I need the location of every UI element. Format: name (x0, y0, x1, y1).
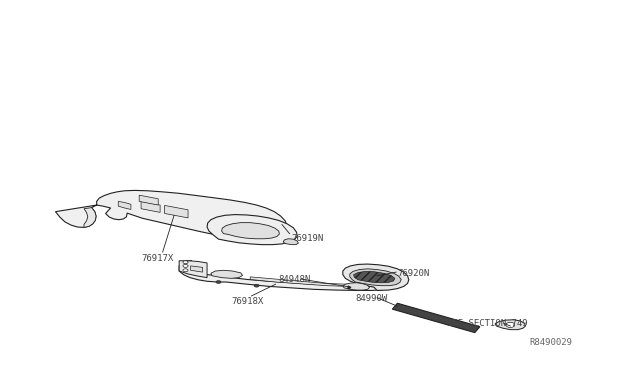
Polygon shape (284, 239, 298, 245)
Circle shape (216, 280, 221, 283)
Polygon shape (211, 270, 243, 278)
Text: 76919N: 76919N (291, 234, 324, 243)
Circle shape (183, 269, 188, 272)
Polygon shape (164, 205, 188, 218)
Polygon shape (495, 320, 525, 330)
Polygon shape (207, 215, 297, 245)
Circle shape (506, 322, 515, 327)
Circle shape (356, 288, 360, 291)
Polygon shape (354, 272, 395, 283)
Text: 76917X: 76917X (141, 254, 173, 263)
Polygon shape (118, 201, 131, 209)
Polygon shape (343, 264, 409, 291)
Polygon shape (191, 266, 203, 272)
Polygon shape (350, 269, 401, 286)
Polygon shape (392, 303, 480, 333)
Polygon shape (179, 261, 395, 291)
Circle shape (183, 261, 188, 264)
Circle shape (254, 284, 259, 287)
Polygon shape (141, 201, 160, 212)
Text: 76918X: 76918X (231, 297, 264, 306)
Circle shape (183, 264, 188, 267)
Text: 84990W: 84990W (355, 294, 387, 303)
Polygon shape (179, 261, 207, 278)
Polygon shape (221, 223, 280, 239)
Text: 76920N: 76920N (397, 269, 429, 278)
Text: 84948N: 84948N (279, 275, 311, 283)
Text: R8490029: R8490029 (529, 338, 572, 347)
Polygon shape (56, 190, 287, 240)
Polygon shape (250, 277, 374, 287)
Text: SEE SECTION 749: SEE SECTION 749 (447, 319, 527, 328)
Polygon shape (84, 208, 96, 227)
Polygon shape (343, 283, 369, 290)
Polygon shape (139, 195, 158, 205)
